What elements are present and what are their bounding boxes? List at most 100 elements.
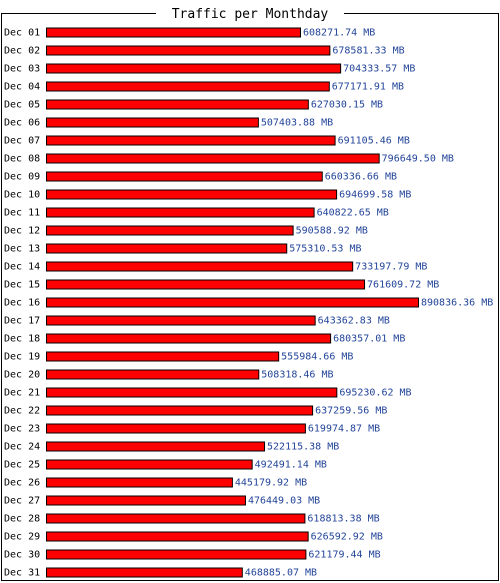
bar (46, 369, 260, 380)
bar-row: Dec 20 508318.46 MB (4, 369, 334, 381)
bar-row: Dec 23 619974.87 MB (4, 423, 380, 435)
value-label: 691105.46 MB (338, 136, 410, 147)
bar-row: Dec 04 677171.91 MB (4, 81, 404, 93)
category-label: Dec 23 (4, 424, 40, 435)
bar (46, 81, 330, 92)
value-label: 694699.58 MB (339, 190, 411, 201)
bar (46, 405, 314, 416)
value-label: 522115.38 MB (267, 442, 339, 453)
bar-row: Dec 17 643362.83 MB (4, 315, 390, 327)
value-label: 680357.01 MB (333, 334, 405, 345)
bar (46, 171, 323, 182)
bar-row: Dec 27 476449.03 MB (4, 495, 320, 507)
category-label: Dec 30 (4, 550, 40, 561)
value-label: 508318.46 MB (261, 370, 333, 381)
value-label: 637259.56 MB (315, 406, 387, 417)
bar (46, 441, 266, 452)
value-label: 590588.92 MB (296, 226, 368, 237)
category-label: Dec 15 (4, 280, 40, 291)
bar (46, 117, 259, 128)
bar (46, 279, 366, 290)
bar-row: Dec 25 492491.14 MB (4, 459, 327, 471)
value-label: 704333.57 MB (343, 64, 415, 75)
bar-row: Dec 18 680357.01 MB (4, 333, 405, 345)
value-label: 660336.66 MB (325, 172, 397, 183)
bar (46, 531, 309, 542)
category-label: Dec 11 (4, 208, 40, 219)
bar-row: Dec 19 555984.66 MB (4, 351, 353, 363)
bar-row: Dec 30 621179.44 MB (4, 549, 381, 561)
category-label: Dec 28 (4, 514, 40, 525)
category-label: Dec 18 (4, 334, 40, 345)
bar-row: Dec 01 608271.74 MB (4, 27, 375, 39)
bar-row: Dec 31 468885.07 MB (4, 567, 317, 579)
bar-row: Dec 07 691105.46 MB (4, 135, 410, 147)
bar-row: Dec 05 627030.15 MB (4, 99, 383, 111)
bar-row: Dec 26 445179.92 MB (4, 477, 307, 489)
bar (46, 207, 315, 218)
bar (46, 63, 342, 74)
value-label: 627030.15 MB (311, 100, 383, 111)
category-label: Dec 10 (4, 190, 40, 201)
bar (46, 513, 306, 524)
value-label: 677171.91 MB (332, 82, 404, 93)
bar (46, 459, 253, 470)
category-label: Dec 12 (4, 226, 40, 237)
category-label: Dec 26 (4, 478, 40, 489)
bar-row: Dec 03 704333.57 MB (4, 63, 415, 75)
bar-row: Dec 10 694699.58 MB (4, 189, 411, 201)
category-label: Dec 29 (4, 532, 40, 543)
value-label: 640822.65 MB (317, 208, 389, 219)
value-label: 619974.87 MB (308, 424, 380, 435)
category-label: Dec 08 (4, 154, 40, 165)
category-label: Dec 31 (4, 568, 40, 579)
category-label: Dec 24 (4, 442, 40, 453)
bar-row: Dec 14 733197.79 MB (4, 261, 427, 273)
category-label: Dec 05 (4, 100, 40, 111)
category-label: Dec 25 (4, 460, 40, 471)
value-label: 507403.88 MB (261, 118, 333, 129)
bar (46, 549, 307, 560)
bar (46, 567, 243, 578)
value-label: 445179.92 MB (235, 478, 307, 489)
bar (46, 315, 316, 326)
bar-row: Dec 29 626592.92 MB (4, 531, 383, 543)
value-label: 733197.79 MB (355, 262, 427, 273)
value-label: 890836.36 MB (421, 298, 493, 309)
bar (46, 423, 306, 434)
bar-row: Dec 12 590588.92 MB (4, 225, 368, 237)
category-label: Dec 16 (4, 298, 40, 309)
bar (46, 333, 332, 344)
bar (46, 495, 246, 506)
bar-row: Dec 02 678581.33 MB (4, 45, 405, 57)
value-label: 621179.44 MB (308, 550, 380, 561)
bar-row: Dec 15 761609.72 MB (4, 279, 439, 291)
bar (46, 387, 338, 398)
value-label: 796649.50 MB (382, 154, 454, 165)
bar (46, 225, 294, 236)
category-label: Dec 14 (4, 262, 40, 273)
value-label: 468885.07 MB (245, 568, 317, 579)
bar-row: Dec 24 522115.38 MB (4, 441, 339, 453)
bar (46, 99, 309, 110)
value-label: 618813.38 MB (307, 514, 379, 525)
bar (46, 135, 336, 146)
bar-row: Dec 22 637259.56 MB (4, 405, 387, 417)
value-label: 476449.03 MB (248, 496, 320, 507)
bar (46, 297, 419, 308)
category-label: Dec 02 (4, 46, 40, 57)
category-label: Dec 01 (4, 28, 40, 39)
category-label: Dec 22 (4, 406, 40, 417)
bar-row: Dec 09 660336.66 MB (4, 171, 397, 183)
value-label: 626592.92 MB (311, 532, 383, 543)
value-label: 575310.53 MB (289, 244, 361, 255)
category-label: Dec 13 (4, 244, 40, 255)
category-label: Dec 19 (4, 352, 40, 363)
bar (46, 153, 380, 164)
bar-row: Dec 28 618813.38 MB (4, 513, 380, 525)
value-label: 678581.33 MB (332, 46, 404, 57)
category-label: Dec 06 (4, 118, 40, 129)
category-label: Dec 03 (4, 64, 40, 75)
